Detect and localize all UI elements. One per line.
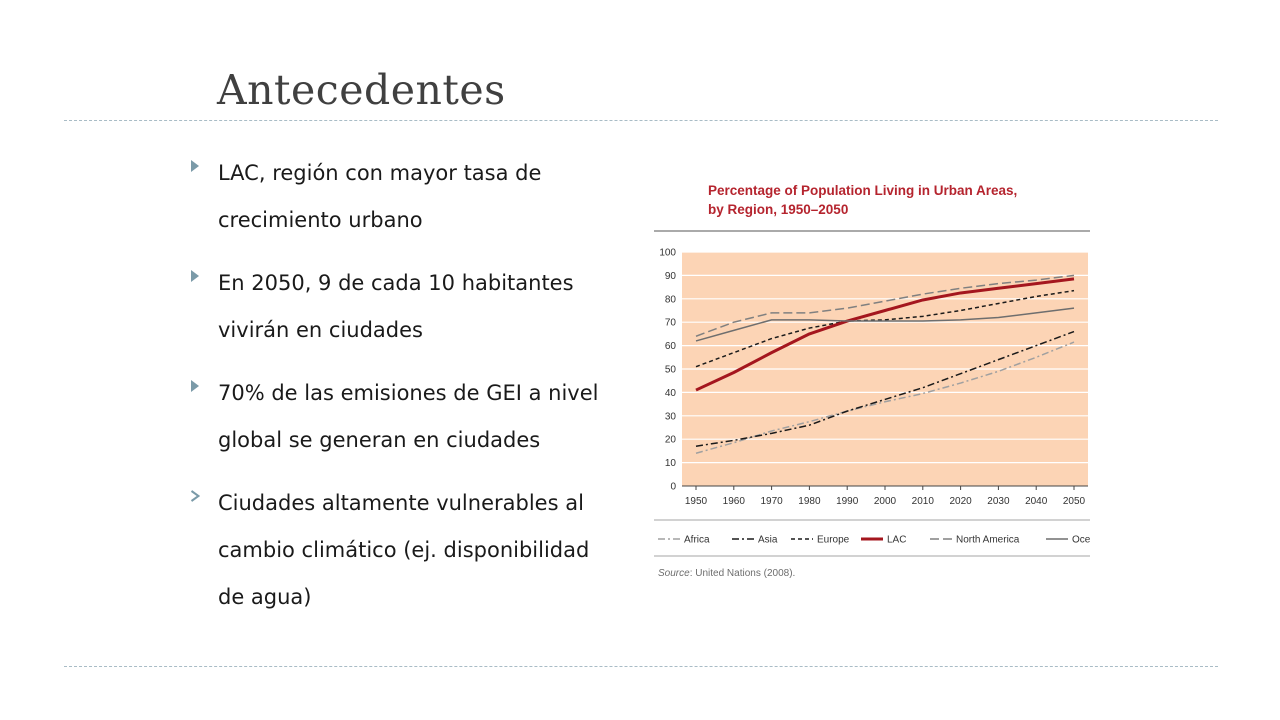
bullet-item: LAC, región con mayor tasa de crecimient… <box>190 150 610 244</box>
x-tick-label: 2040 <box>1025 496 1048 507</box>
y-tick-label: 70 <box>665 318 677 329</box>
x-tick-label: 2000 <box>874 496 897 507</box>
y-tick-label: 60 <box>665 341 677 352</box>
slide-title: Antecedentes <box>217 66 506 114</box>
series-line-asia <box>695 330 1075 447</box>
legend-label: Oceania <box>1072 535 1090 546</box>
triangle-bullet-icon <box>191 270 199 282</box>
y-tick-label: 50 <box>665 365 677 376</box>
footer-divider <box>64 666 1218 667</box>
series-line-lac <box>695 277 1075 392</box>
bullet-text: 70% de las emisiones de GEI a nivel glob… <box>218 381 599 452</box>
legend-label: LAC <box>887 535 906 546</box>
bullet-item: Ciudades altamente vulnerables al cambio… <box>190 480 610 621</box>
y-tick-label: 20 <box>665 435 677 446</box>
x-tick-label: 2020 <box>949 496 972 507</box>
legend-label: Asia <box>758 535 778 546</box>
series-line-oceania <box>695 307 1075 342</box>
series-line-africa <box>695 341 1075 454</box>
y-tick-label: 30 <box>665 411 677 422</box>
x-tick-label: 1990 <box>836 496 859 507</box>
chevron-bullet-icon <box>190 490 200 502</box>
x-tick-label: 2010 <box>912 496 935 507</box>
triangle-bullet-icon <box>191 380 199 392</box>
bullet-item: En 2050, 9 de cada 10 habitantes vivirán… <box>190 260 610 354</box>
urban-population-chart: Percentage of Population Living in Urban… <box>654 176 1090 590</box>
legend-label: Europe <box>817 535 850 546</box>
x-tick-label: 1970 <box>760 496 783 507</box>
y-tick-label: 80 <box>665 294 677 305</box>
series-line-north-america <box>695 274 1075 337</box>
y-tick-label: 10 <box>665 458 677 469</box>
triangle-bullet-icon <box>191 160 199 172</box>
x-tick-label: 1980 <box>798 496 821 507</box>
chart-subtitle: by Region, 1950–2050 <box>708 202 849 217</box>
x-tick-label: 2050 <box>1063 496 1086 507</box>
legend-label: North America <box>956 535 1020 546</box>
y-tick-label: 0 <box>670 482 676 493</box>
source-text: : United Nations (2008). <box>689 568 796 579</box>
title-divider <box>64 120 1218 121</box>
x-tick-label: 2030 <box>987 496 1010 507</box>
chart-title: Percentage of Population Living in Urban… <box>708 183 1018 198</box>
series-line-europe <box>695 289 1075 368</box>
source-label: Source <box>658 568 690 579</box>
y-tick-label: 40 <box>665 388 677 399</box>
y-tick-label: 90 <box>665 271 677 282</box>
x-tick-label: 1950 <box>685 496 708 507</box>
bullet-text: Ciudades altamente vulnerables al cambio… <box>218 491 590 609</box>
legend-label: Africa <box>684 535 710 546</box>
chart-source: Source: United Nations (2008). <box>658 568 795 579</box>
y-tick-label: 100 <box>659 248 676 259</box>
bullet-list: LAC, región con mayor tasa de crecimient… <box>190 150 610 637</box>
x-tick-label: 1960 <box>723 496 746 507</box>
bullet-text: LAC, región con mayor tasa de crecimient… <box>218 161 542 232</box>
bullet-text: En 2050, 9 de cada 10 habitantes vivirán… <box>218 271 574 342</box>
bullet-item: 70% de las emisiones de GEI a nivel glob… <box>190 370 610 464</box>
